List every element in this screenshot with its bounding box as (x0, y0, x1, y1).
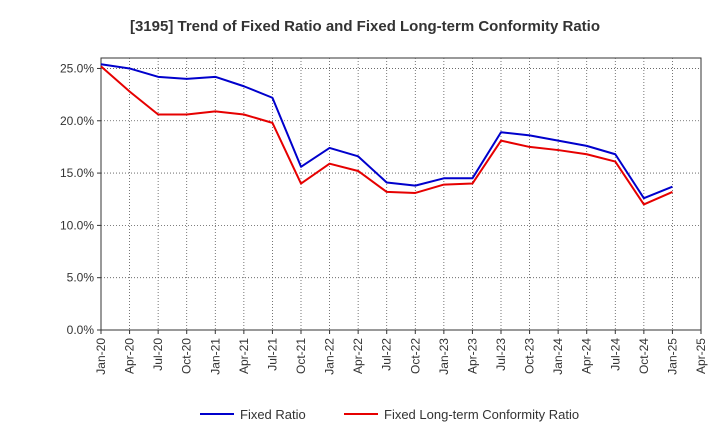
x-tick-label: Oct-24 (637, 338, 651, 374)
x-tick-label: Jul-24 (608, 338, 622, 371)
y-tick-label: 25.0% (60, 61, 94, 75)
x-tick-label: Apr-23 (465, 338, 479, 374)
y-tick-label: 0.0% (67, 323, 95, 337)
legend-label: Fixed Ratio (240, 407, 306, 422)
y-tick-label: 5.0% (67, 271, 95, 285)
x-tick-label: Apr-21 (237, 338, 251, 374)
chart-title: [3195] Trend of Fixed Ratio and Fixed Lo… (130, 18, 600, 35)
x-tick-label: Apr-24 (580, 338, 594, 374)
plot-area (100, 57, 702, 331)
series-line-fixed-ratio (100, 63, 673, 200)
y-tick-label: 10.0% (60, 218, 94, 232)
x-tick-label: Apr-22 (351, 338, 365, 374)
x-tick-label: Jan-20 (94, 338, 108, 375)
y-tick-label: 15.0% (60, 166, 94, 180)
x-tick-label: Jan-23 (437, 338, 451, 375)
x-tick-label: Jan-22 (323, 338, 337, 375)
x-tick-label: Apr-25 (694, 338, 708, 374)
x-tick-label: Jul-20 (151, 338, 165, 371)
x-tick-label: Jul-23 (494, 338, 508, 371)
x-tick-label: Oct-21 (294, 338, 308, 374)
y-tick-label: 20.0% (60, 114, 94, 128)
x-tick-label: Oct-22 (408, 338, 422, 374)
x-tick-label: Apr-20 (123, 338, 137, 374)
x-tick-label: Jan-25 (665, 338, 679, 375)
x-tick-label: Jan-21 (208, 338, 222, 375)
x-tick-label: Jul-21 (265, 338, 279, 371)
series-line-fixed-long-term-conformity-ratio (100, 65, 673, 206)
x-tick-label: Oct-23 (523, 338, 537, 374)
legend-label: Fixed Long-term Conformity Ratio (384, 407, 579, 422)
x-tick-label: Oct-20 (180, 338, 194, 374)
x-tick-label: Jul-22 (380, 338, 394, 371)
x-tick-label: Jan-24 (551, 338, 565, 375)
